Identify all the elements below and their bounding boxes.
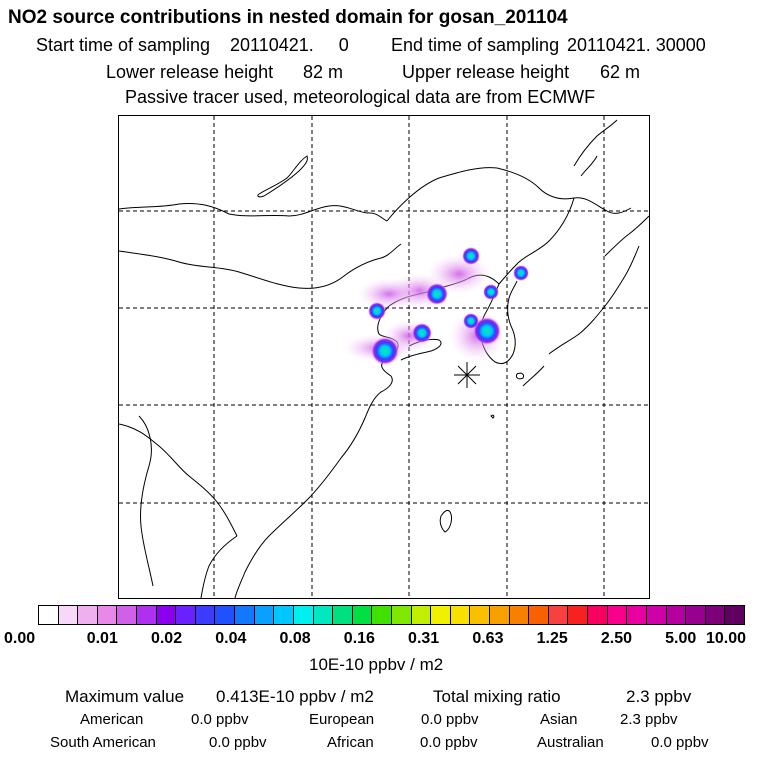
colorbar-tick-label: 0.04	[215, 630, 247, 647]
colorbar-segment	[156, 606, 177, 624]
colorbar-segment	[490, 606, 510, 624]
colorbar	[38, 605, 745, 625]
source-contribution-map	[118, 115, 650, 599]
colorbar-unit: 10E-10 ppbv / m2	[309, 655, 444, 674]
colorbar-segment	[137, 606, 157, 624]
colorbar-segment	[215, 606, 236, 624]
region-australian-label: Australian	[537, 734, 604, 751]
region-south-american-value: 0.0 ppbv	[209, 734, 267, 751]
colorbar-segment	[411, 606, 432, 624]
colorbar-segment	[470, 606, 491, 624]
colorbar-segment	[431, 606, 451, 624]
region-asian-value: 2.3 ppbv	[620, 711, 678, 728]
region-european-value: 0.0 ppbv	[421, 711, 479, 728]
plume-dalian	[483, 284, 499, 300]
colorbar-segment	[235, 606, 255, 624]
colorbar-segment	[333, 606, 353, 624]
colorbar-segment	[666, 606, 687, 624]
region-south-american-label: South American	[50, 734, 156, 751]
colorbar-tick-label: 0.01	[86, 630, 118, 647]
plume-changchun	[462, 247, 480, 265]
region-asian-label: Asian	[540, 711, 578, 728]
colorbar-tick-label: 0.16	[343, 630, 375, 647]
plume-tianjin	[412, 323, 432, 343]
colorbar-segment	[39, 606, 59, 624]
region-american-value: 0.0 ppbv	[191, 711, 249, 728]
tracer-note: Passive tracer used, meteorological data…	[125, 87, 596, 107]
colorbar-segment	[293, 606, 314, 624]
region-european-label: European	[309, 711, 375, 728]
plume-shandong	[463, 313, 479, 329]
lat-lon-grid	[119, 116, 649, 598]
colorbar-tick-label: 5.00	[665, 630, 697, 647]
no2-plumes	[343, 247, 529, 365]
colorbar-segment	[627, 606, 647, 624]
colorbar-tick-label: 10.00	[706, 630, 747, 647]
colorbar-segment	[195, 606, 216, 624]
colorbar-segment	[725, 606, 744, 624]
upper-release-value: 62 m	[600, 62, 641, 82]
colorbar-segment	[274, 606, 294, 624]
plume-hebei	[368, 302, 386, 320]
colorbar-tick-label: 1.25	[536, 630, 568, 647]
colorbar-tick-label: 0.63	[472, 630, 504, 647]
end-sampling-value: 20110421. 30000	[567, 35, 706, 55]
plume-beijing	[371, 337, 399, 365]
upper-release-label: Upper release height	[402, 62, 570, 82]
colorbar-tick-label: 0.31	[408, 630, 440, 647]
colorbar-segment	[588, 606, 608, 624]
colorbar-segment	[686, 606, 706, 624]
region-african-value: 0.0 ppbv	[420, 734, 478, 751]
max-value: 0.413E-10 ppbv / m2	[216, 687, 374, 706]
colorbar-segment	[450, 606, 471, 624]
colorbar-segment	[391, 606, 412, 624]
colorbar-segment	[568, 606, 589, 624]
colorbar-segment	[607, 606, 628, 624]
map-title: NO2 source contributions in nested domai…	[8, 7, 568, 28]
region-american-label: American	[80, 711, 144, 728]
total-mixing-value: 2.3 ppbv	[626, 687, 692, 706]
colorbar-segment	[58, 606, 79, 624]
colorbar-segment	[529, 606, 549, 624]
plume-shenyang	[426, 283, 448, 305]
start-sampling-label: Start time of sampling	[36, 35, 211, 55]
plume-seoul	[473, 317, 501, 345]
colorbar-segment	[117, 606, 138, 624]
max-value-label: Maximum value	[65, 687, 185, 706]
total-mixing-label: Total mixing ratio	[433, 687, 561, 706]
start-sampling-value: 20110421. 0	[230, 35, 349, 55]
colorbar-segment	[509, 606, 530, 624]
colorbar-segment	[78, 606, 98, 624]
colorbar-tick-label: 2.50	[600, 630, 633, 647]
lower-release-label: Lower release height	[106, 62, 274, 82]
lower-release-value: 82 m	[303, 62, 344, 82]
colorbar-segment	[372, 606, 392, 624]
colorbar-segment	[705, 606, 726, 624]
region-african-label: African	[327, 734, 374, 751]
plume-harbin	[513, 265, 529, 281]
end-sampling-label: End time of sampling	[391, 35, 560, 55]
colorbar-segment	[352, 606, 373, 624]
colorbar-segment	[97, 606, 118, 624]
colorbar-segment	[548, 606, 569, 624]
colorbar-segment	[176, 606, 196, 624]
receptor-marker	[454, 362, 480, 388]
colorbar-segment	[646, 606, 667, 624]
region-australian-value: 0.0 ppbv	[651, 734, 709, 751]
colorbar-tick-label: 0.02	[150, 630, 183, 647]
colorbar-tick-label: 0.00	[4, 630, 36, 647]
colorbar-segment	[313, 606, 334, 624]
colorbar-tick-label: 0.08	[279, 630, 311, 647]
colorbar-segment	[254, 606, 275, 624]
